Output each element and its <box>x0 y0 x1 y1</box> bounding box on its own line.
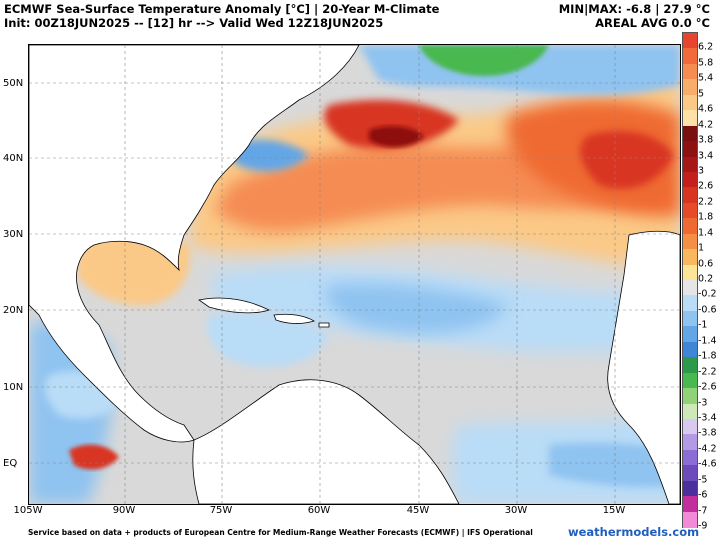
colorbar-tick-label: -3 <box>698 397 708 408</box>
colorbar-tick-label: -1.4 <box>698 335 717 347</box>
colorbar-swatch <box>683 141 697 157</box>
areal-average: AREAL AVG 0.0 °C <box>595 16 710 30</box>
lat-label-40n: 40N <box>3 153 24 164</box>
header-left: ECMWF Sea-Surface Temperature Anomaly [°… <box>4 2 439 30</box>
lon-label-60w: 60W <box>307 505 331 516</box>
north-america-land <box>29 45 360 443</box>
colorbar-swatch <box>683 295 697 312</box>
colorbar-tick-label: 6.2 <box>698 41 714 53</box>
colorbar-swatch <box>683 280 697 296</box>
lon-label-90w: 90W <box>112 505 136 516</box>
map-title: ECMWF Sea-Surface Temperature Anomaly [°… <box>4 2 440 16</box>
colorbar-tick-label: -1 <box>698 319 708 331</box>
colorbar-swatch <box>683 372 697 389</box>
min-max-readout: MIN|MAX: -6.8 | 27.9 °C <box>558 2 710 16</box>
colorbar-swatch <box>683 418 697 435</box>
puerto-rico-land <box>318 322 330 328</box>
colorbar-tick-label: -9 <box>698 520 708 532</box>
colorbar-swatch <box>683 33 697 49</box>
colorbar-tick-label: 2.6 <box>698 180 714 192</box>
sst-anomaly-map <box>28 44 681 505</box>
colorbar-tick-label: -3.4 <box>698 412 717 424</box>
colorbar-tick-label: 1.4 <box>698 227 714 239</box>
colorbar-swatch <box>683 156 697 173</box>
lat-label-eq: EQ <box>3 458 18 469</box>
colorbar-swatch <box>683 403 697 420</box>
hispaniola-land <box>273 313 315 324</box>
colorbar-tick-label: -0.2 <box>698 288 717 300</box>
south-america-land <box>192 379 460 504</box>
colorbar-swatch <box>683 449 697 466</box>
colorbar-tick-label: 1.8 <box>698 211 714 223</box>
colorbar-tick-label: 5.4 <box>698 72 714 84</box>
colorbar-swatch <box>683 202 697 219</box>
colorbar-tick-label: 5 <box>698 88 705 100</box>
colorbar-tick-label: 1 <box>698 242 705 254</box>
colorbar-tick-label: 0.6 <box>698 258 714 270</box>
colorbar-tick-label: 3.8 <box>698 134 714 146</box>
colorbar-swatch <box>683 218 697 235</box>
colorbar-tick-label: -2.2 <box>698 366 717 378</box>
colorbar-tick-label: -5 <box>698 474 708 486</box>
colorbar-tick-label: -0.6 <box>698 304 717 316</box>
colorbar-tick-label: 3.4 <box>698 150 714 161</box>
colorbar-swatch <box>683 326 697 343</box>
colorbar-tick-label: 5.8 <box>698 57 714 69</box>
colorbar-tick-label: -4.2 <box>698 443 717 455</box>
init-valid-time: Init: 00Z18JUN2025 -- [12] hr --> Valid … <box>4 16 384 30</box>
colorbar-swatch <box>683 48 697 65</box>
lon-label-30w: 30W <box>504 505 528 516</box>
colorbar-swatch <box>683 63 697 80</box>
colorbar-swatch <box>683 125 697 142</box>
colorbar-swatch <box>683 94 697 111</box>
lon-label-105w: 105W <box>13 505 43 516</box>
colorbar-swatch <box>683 264 697 281</box>
colorbar-swatch <box>683 480 697 497</box>
lon-label-45w: 45W <box>406 505 430 516</box>
colorbar-tick-label: -7 <box>698 505 708 517</box>
colorbar-tick-label: -6 <box>698 489 708 501</box>
colorbar-tick-label: 2.2 <box>698 196 714 208</box>
lat-label-20n: 20N <box>3 305 24 316</box>
lat-label-50n: 50N <box>3 78 24 89</box>
lat-label-10n: 10N <box>3 382 24 393</box>
colorbar-swatch <box>683 465 697 482</box>
map-canvas <box>29 45 680 504</box>
lon-label-75w: 75W <box>209 505 233 516</box>
colorbar-tick-label: 4.6 <box>698 103 714 115</box>
colorbar-swatch <box>683 357 697 374</box>
colorbar-tick-label: -2.6 <box>698 381 717 393</box>
colorbar-tick-label: -3.8 <box>698 427 717 439</box>
colorbar-tick-label: 3 <box>698 165 705 177</box>
colorbar-swatch <box>683 249 697 266</box>
data-credit: Service based on data + products of Euro… <box>28 528 533 537</box>
lat-label-30n: 30N <box>3 229 24 240</box>
colorbar-swatch <box>683 310 697 327</box>
colorbar-swatch <box>683 341 697 358</box>
colorbar-swatch <box>683 511 697 528</box>
brand-link[interactable]: weathermodels.com <box>568 525 700 539</box>
colorbar-swatch <box>683 171 697 188</box>
lon-label-15w: 15W <box>602 505 626 516</box>
colorbar-swatch <box>683 434 697 451</box>
header-right: MIN|MAX: -6.8 | 27.9 °C AREAL AVG 0.0 °C <box>559 2 710 30</box>
colorbar <box>682 32 698 528</box>
colorbar-tick-label: 0.2 <box>698 273 714 285</box>
colorbar-swatch <box>683 496 697 513</box>
colorbar-swatch <box>683 187 697 204</box>
colorbar-tick-label: -1.8 <box>698 350 717 362</box>
colorbar-swatch <box>683 233 697 250</box>
colorbar-tick-label: 4.2 <box>698 119 714 131</box>
colorbar-swatch <box>683 110 697 127</box>
colorbar-swatch <box>683 79 697 96</box>
graticule <box>29 45 680 504</box>
colorbar-tick-label: -4.6 <box>698 458 717 470</box>
colorbar-swatch <box>683 388 697 404</box>
